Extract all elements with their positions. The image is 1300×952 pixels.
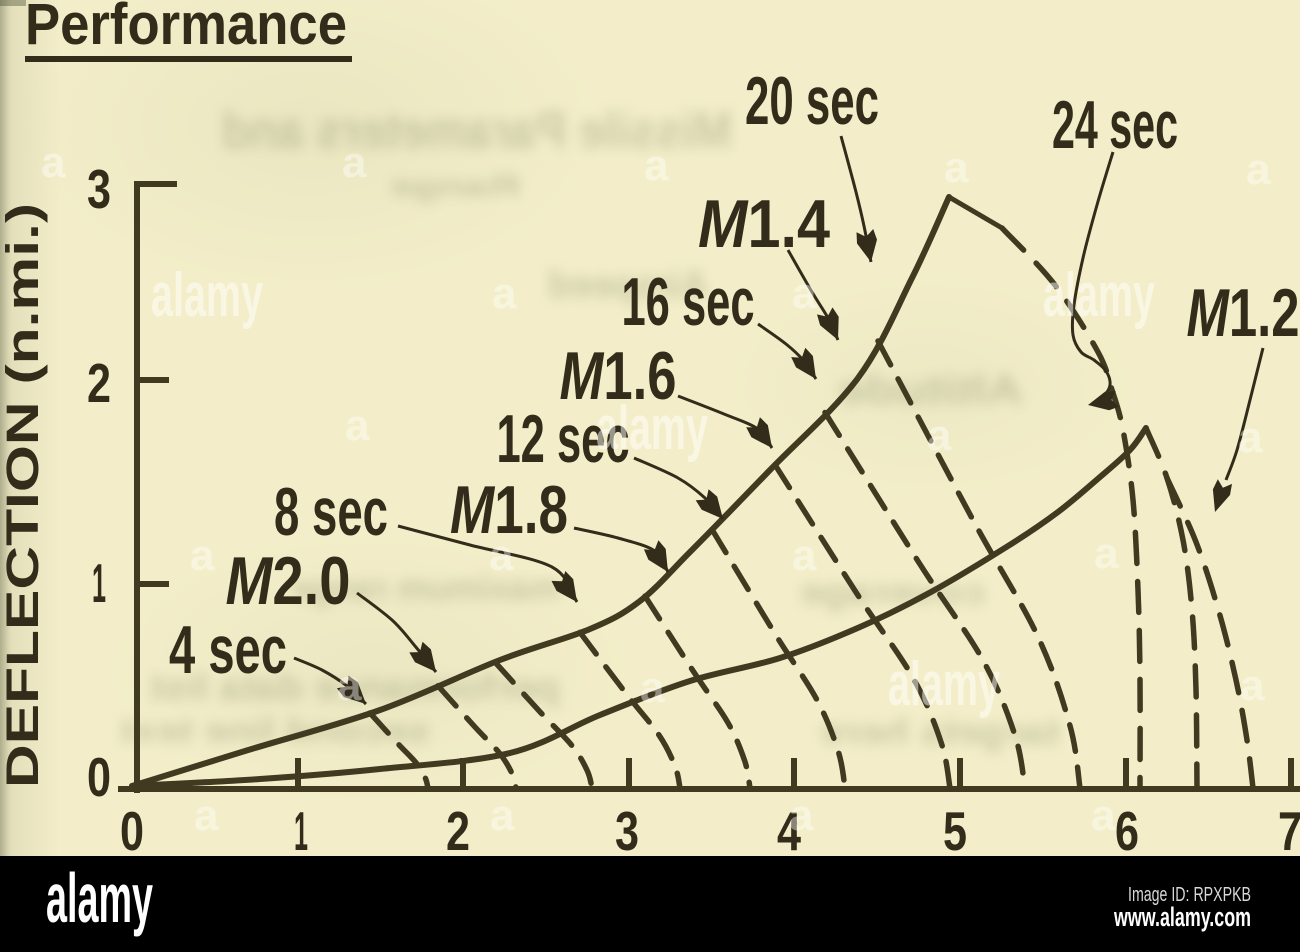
svg-text:8 sec: 8 sec: [274, 474, 388, 550]
svg-text:3: 3: [615, 800, 639, 862]
svg-text:a: a: [792, 531, 817, 580]
svg-text:M2.0: M2.0: [226, 543, 351, 619]
svg-text:a: a: [792, 269, 817, 318]
svg-text:maximum range: maximum range: [292, 567, 560, 608]
svg-text:16 sec: 16 sec: [622, 264, 755, 340]
svg-text:a: a: [190, 531, 215, 580]
svg-text:a: a: [489, 531, 514, 580]
svg-text:a: a: [1238, 413, 1263, 462]
svg-text:Missile Parameters and: Missile Parameters and: [222, 102, 732, 160]
svg-text:a: a: [644, 141, 669, 190]
svg-text:Range: Range: [390, 170, 520, 203]
svg-text:M1.2: M1.2: [1187, 275, 1300, 351]
svg-text:12 sec: 12 sec: [497, 401, 630, 477]
svg-text:a: a: [345, 401, 370, 450]
svg-text:4: 4: [777, 800, 801, 862]
svg-text:Airspeed: Airspeed: [548, 263, 708, 307]
svg-text:M1.8: M1.8: [450, 472, 568, 548]
svg-text:alamy: alamy: [596, 394, 708, 463]
svg-text:a: a: [41, 138, 66, 187]
svg-text:alamy: alamy: [151, 261, 263, 330]
svg-text:alamy: alamy: [46, 859, 153, 937]
svg-text:a: a: [337, 661, 362, 710]
svg-text:a: a: [492, 269, 517, 318]
svg-text:a: a: [1240, 661, 1265, 710]
svg-text:a: a: [927, 411, 952, 460]
svg-text:1: 1: [294, 800, 308, 862]
svg-text:a: a: [1094, 529, 1119, 578]
svg-text:DEFLECTION (n.mi.): DEFLECTION (n.mi.): [0, 203, 48, 788]
svg-text:alamy: alamy: [1043, 261, 1155, 330]
svg-text:2: 2: [87, 352, 111, 414]
svg-text:a: a: [1091, 791, 1116, 840]
svg-text:Image ID: RPXPKB: Image ID: RPXPKB: [1128, 884, 1251, 906]
svg-text:www.alamy.com: www.alamy.com: [1113, 902, 1251, 932]
svg-text:0: 0: [87, 746, 111, 808]
svg-text:Performance: Performance: [25, 0, 347, 57]
svg-text:a: a: [944, 143, 969, 192]
svg-text:0: 0: [120, 800, 144, 862]
svg-text:24 sec: 24 sec: [1052, 87, 1178, 163]
svg-text:a: a: [789, 791, 814, 840]
svg-text:a: a: [342, 138, 367, 187]
svg-text:2: 2: [446, 800, 470, 862]
svg-text:a: a: [640, 663, 665, 712]
svg-text:6: 6: [1115, 800, 1139, 862]
svg-text:M1.4: M1.4: [698, 186, 830, 262]
svg-text:7: 7: [1278, 800, 1300, 862]
svg-text:4 sec: 4 sec: [169, 612, 287, 688]
svg-text:a: a: [1246, 145, 1271, 194]
svg-text:20 sec: 20 sec: [745, 63, 879, 139]
svg-text:a: a: [490, 791, 515, 840]
svg-text:5: 5: [943, 800, 967, 862]
svg-text:M1.6: M1.6: [560, 338, 677, 414]
svg-text:1: 1: [92, 552, 106, 614]
svg-text:a: a: [194, 791, 219, 840]
svg-text:3: 3: [87, 158, 111, 220]
svg-text:alamy: alamy: [888, 650, 1000, 719]
svg-text:Altitude: Altitude: [838, 366, 1023, 413]
